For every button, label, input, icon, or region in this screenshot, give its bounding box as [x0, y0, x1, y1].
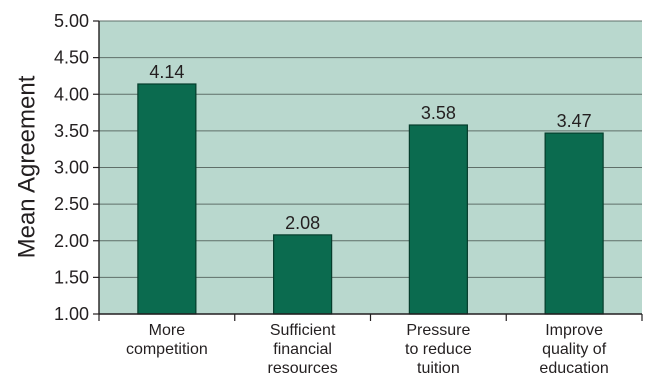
y-tick-label: 3.00: [54, 158, 89, 178]
category-label: to reduce: [405, 341, 472, 358]
category-label: Pressure: [406, 322, 470, 339]
data-labels: 4.14 2.08 3.58 3.47: [149, 62, 591, 233]
y-tick-label: 2.00: [54, 231, 89, 251]
x-axis-ticks: [98, 314, 643, 321]
category-label: Sufficient: [270, 322, 336, 339]
y-tick-label: 3.50: [54, 121, 89, 141]
category-label: financial: [273, 341, 332, 358]
bar: [544, 132, 604, 315]
category-label: resources: [268, 360, 338, 377]
bars: [137, 83, 604, 315]
category-label: quality of: [542, 341, 607, 358]
bar: [408, 124, 468, 315]
category-label: More: [149, 322, 186, 339]
bar-value-label: 3.58: [421, 103, 456, 123]
category-label: tuition: [417, 360, 460, 377]
category-label: Improve: [545, 322, 603, 339]
y-tick-label: 2.50: [54, 194, 89, 214]
y-tick-label: 4.00: [54, 84, 89, 104]
y-axis-ticks: 1.00 1.50 2.00 2.50 3.00 3.50 4.00 4.50 5.00: [54, 11, 99, 324]
y-tick-label: 5.00: [54, 11, 89, 31]
bar: [273, 234, 333, 315]
y-tick-label: 1.00: [54, 304, 89, 324]
y-tick-label: 4.50: [54, 48, 89, 68]
category-label: education: [539, 360, 608, 377]
category-label: competition: [126, 341, 208, 358]
bar: [137, 83, 197, 315]
y-axis-title: Mean Agreement: [13, 75, 40, 258]
category-labels: More competition Sufficient financial resour…: [126, 322, 609, 377]
y-tick-label: 1.50: [54, 267, 89, 287]
bar-value-label: 3.47: [557, 111, 592, 131]
bar-value-label: 4.14: [149, 62, 184, 82]
plot-area-group: 1.00 1.50 2.00 2.50 3.00 3.50 4.00 4.50 5.00 4.1…: [54, 11, 643, 377]
bar-value-label: 2.08: [285, 213, 320, 233]
